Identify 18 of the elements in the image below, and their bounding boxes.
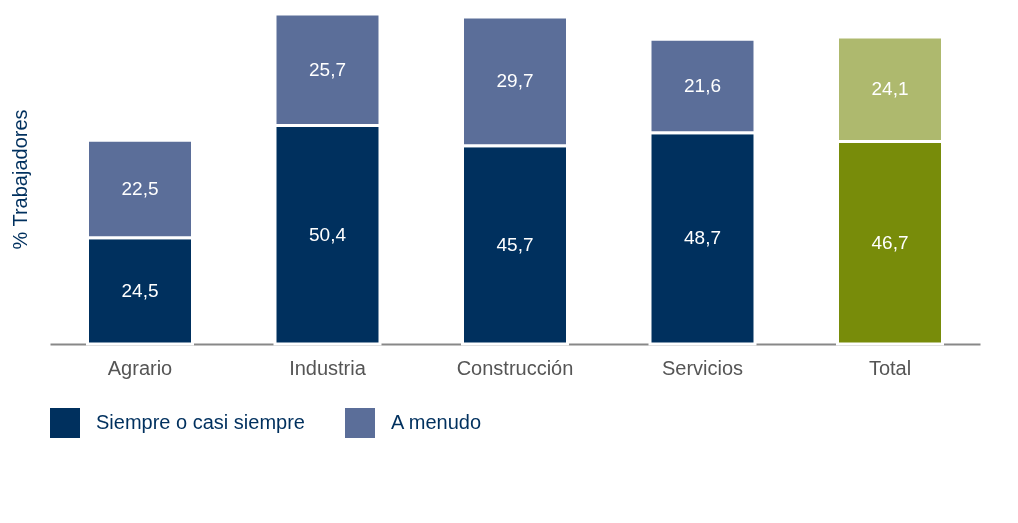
data-label: 24,1 bbox=[871, 78, 909, 100]
y-axis-title: % Trabajadores bbox=[8, 109, 31, 250]
x-tick-label: Total bbox=[868, 356, 912, 379]
data-label: 48,7 bbox=[684, 227, 721, 249]
legend-label: Siempre o casi siempre bbox=[96, 411, 305, 433]
x-tick-label: Servicios bbox=[661, 356, 744, 379]
data-label: 24,5 bbox=[121, 279, 159, 301]
data-label: 50,4 bbox=[309, 223, 347, 245]
data-label: 46,7 bbox=[871, 231, 909, 253]
data-label: 25,7 bbox=[309, 58, 346, 80]
legend-label: A menudo bbox=[391, 411, 482, 433]
data-label: 29,7 bbox=[496, 70, 534, 92]
data-label: 45,7 bbox=[496, 233, 534, 255]
data-label: 22,5 bbox=[121, 177, 159, 199]
x-tick-label: Industria bbox=[289, 356, 367, 379]
x-tick-label: Agrario bbox=[107, 356, 173, 379]
x-tick-label: Construcción bbox=[456, 356, 574, 379]
data-label: 21,6 bbox=[684, 74, 721, 96]
